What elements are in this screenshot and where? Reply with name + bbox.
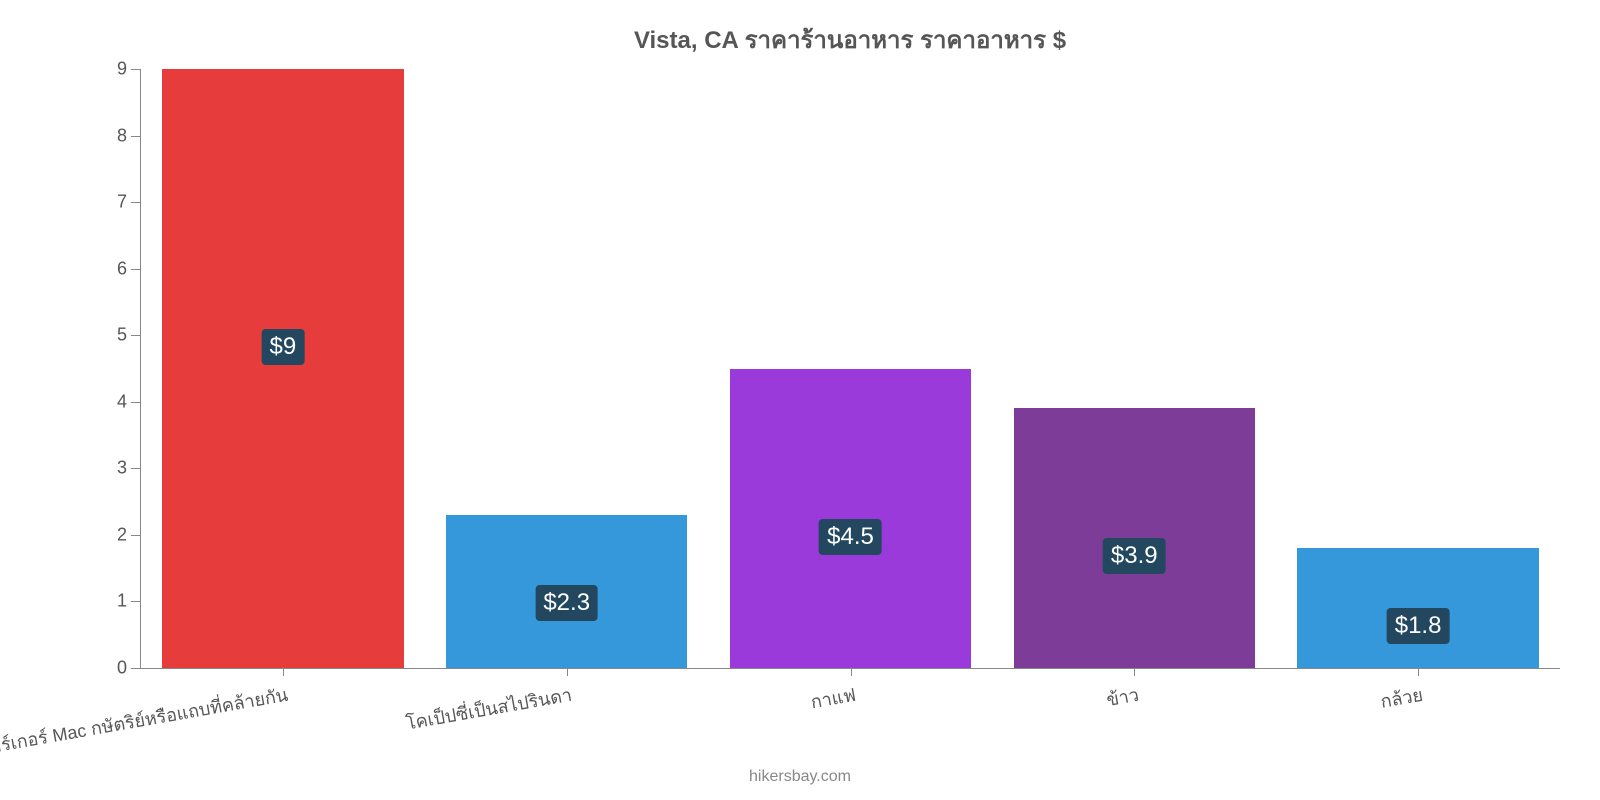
chart-footer: hikersbay.com [749, 768, 851, 786]
y-tick-label: 1 [117, 591, 141, 612]
y-tick-label: 5 [117, 325, 141, 346]
x-tick-label: เบอร์เกอร์ Mac กษัตริย์หรือแถบที่คล้ายกั… [0, 668, 290, 764]
y-tick-label: 8 [117, 125, 141, 146]
x-tick-label: กาแฟ [806, 668, 858, 716]
x-tick-label: ข้าว [1102, 668, 1141, 714]
bar-value-label: $2.3 [535, 585, 598, 621]
bar: $1.8 [1297, 548, 1538, 668]
chart-title: Vista, CA ราคาร้านอาหาร ราคาอาหาร $ [140, 20, 1560, 59]
y-tick-label: 9 [117, 59, 141, 80]
y-tick-label: 2 [117, 524, 141, 545]
bar: $9 [162, 69, 403, 668]
x-tick-label: กล้วย [1376, 668, 1425, 716]
x-tick-label: โคเป็ปซี่เป็นสไปรินดา [401, 668, 574, 738]
y-tick-label: 4 [117, 391, 141, 412]
bar-value-label: $1.8 [1387, 608, 1450, 644]
y-tick-label: 7 [117, 192, 141, 213]
bar-value-label: $9 [262, 329, 305, 365]
y-tick-label: 0 [117, 658, 141, 679]
bar: $3.9 [1014, 408, 1255, 668]
y-tick-label: 3 [117, 458, 141, 479]
bar: $2.3 [446, 515, 687, 668]
bar-value-label: $3.9 [1103, 538, 1166, 574]
price-bar-chart: Vista, CA ราคาร้านอาหาร ราคาอาหาร $ 0123… [0, 0, 1600, 800]
y-tick-label: 6 [117, 258, 141, 279]
bar-value-label: $4.5 [819, 519, 882, 555]
plot-area: 0123456789$9เบอร์เกอร์ Mac กษัตริย์หรือแ… [140, 69, 1560, 669]
bar: $4.5 [730, 369, 971, 669]
